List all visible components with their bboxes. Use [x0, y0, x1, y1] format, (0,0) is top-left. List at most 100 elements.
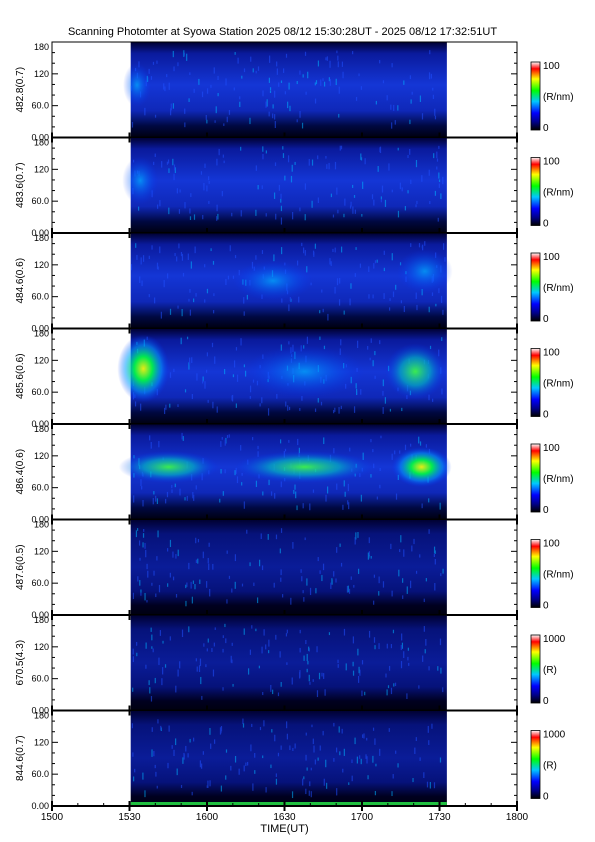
speckle: [431, 723, 433, 729]
speckle: [185, 745, 187, 752]
x-tick-label: 1730: [428, 812, 451, 823]
speckle: [193, 298, 195, 303]
speckle: [370, 438, 372, 443]
speckle: [290, 175, 293, 183]
speckle: [157, 204, 159, 209]
speckle: [440, 667, 442, 674]
speckle: [169, 308, 172, 315]
speckle: [290, 298, 292, 302]
speckle: [360, 758, 362, 765]
speckle: [164, 407, 166, 415]
speckle: [222, 648, 224, 653]
speckle: [336, 483, 338, 490]
speckle: [217, 93, 219, 97]
speckle: [399, 182, 401, 190]
speckle: [265, 150, 267, 154]
speckle: [189, 208, 191, 214]
emission-feature: [396, 249, 453, 294]
speckle: [239, 101, 241, 108]
speckle: [207, 557, 209, 564]
speckle: [189, 289, 191, 293]
speckle: [344, 491, 346, 497]
speckle: [313, 745, 315, 753]
speckle: [250, 744, 252, 752]
speckle: [167, 273, 169, 279]
speckle: [287, 405, 289, 411]
speckle: [212, 563, 214, 570]
speckle: [168, 168, 170, 173]
speckle: [303, 597, 305, 602]
y-tick-label: 60.0: [31, 196, 49, 206]
speckle: [175, 685, 177, 693]
speckle: [378, 643, 380, 650]
speckle: [272, 113, 274, 119]
speckle: [207, 399, 209, 403]
speckle: [136, 641, 138, 646]
speckle: [323, 81, 326, 87]
speckle: [427, 725, 429, 733]
speckle: [269, 90, 272, 93]
speckle: [225, 775, 227, 780]
emission-feature: [244, 345, 365, 398]
colorbar-min-label: 0: [543, 505, 549, 516]
speckle: [142, 255, 145, 262]
speckle: [278, 82, 280, 87]
speckle: [163, 83, 165, 90]
speckle: [397, 763, 399, 768]
speckle: [422, 655, 424, 662]
speckle: [307, 71, 309, 79]
speckle: [249, 385, 252, 393]
speckle: [247, 761, 249, 766]
y-axis-label: 484.6(0.6): [15, 258, 26, 304]
speckle: [436, 158, 439, 162]
speckle: [249, 649, 252, 655]
speckle: [190, 261, 192, 269]
speckle: [355, 96, 358, 101]
speckle: [386, 643, 388, 649]
speckle: [419, 95, 422, 102]
speckle: [301, 395, 303, 401]
speckle: [230, 655, 232, 663]
panel-1: 0.00 60.0 120 180 482.8(0.7) 100 0 (R/nm): [15, 41, 574, 143]
speckle: [255, 165, 257, 171]
speckle: [265, 213, 267, 217]
speckle: [353, 406, 356, 413]
speckle: [294, 743, 296, 749]
speckle: [311, 200, 313, 208]
speckle: [163, 280, 165, 288]
speckle: [214, 739, 216, 744]
colorbar-max-label: 100: [543, 252, 560, 263]
speckle: [438, 349, 440, 357]
speckle: [229, 245, 231, 252]
y-tick-label: 60.0: [31, 387, 49, 397]
speckle: [400, 535, 402, 543]
speckle: [241, 482, 243, 486]
speckle: [139, 580, 141, 586]
speckle: [421, 503, 423, 509]
colorbar-unit-label: (R): [543, 761, 557, 772]
speckle: [316, 690, 319, 698]
speckle: [353, 584, 355, 588]
speckle: [158, 440, 160, 448]
speckle: [333, 758, 335, 762]
speckle: [393, 104, 395, 111]
speckle: [255, 70, 257, 74]
speckle: [208, 180, 210, 184]
speckle: [296, 260, 299, 266]
speckle: [305, 732, 307, 736]
speckle: [149, 435, 151, 441]
speckle: [234, 52, 236, 55]
speckle: [414, 747, 416, 754]
speckle: [368, 630, 371, 638]
speckle: [151, 749, 153, 757]
speckle: [355, 247, 357, 250]
speckle: [206, 352, 209, 357]
speckle: [265, 787, 267, 793]
colorbar-unit-label: (R/nm): [543, 570, 574, 581]
speckle: [172, 551, 174, 558]
speckle: [228, 575, 231, 579]
speckle: [261, 565, 264, 571]
y-tick-label: 0.00: [31, 133, 49, 143]
speckle: [158, 657, 160, 666]
colorbar-min-label: 0: [543, 219, 549, 230]
